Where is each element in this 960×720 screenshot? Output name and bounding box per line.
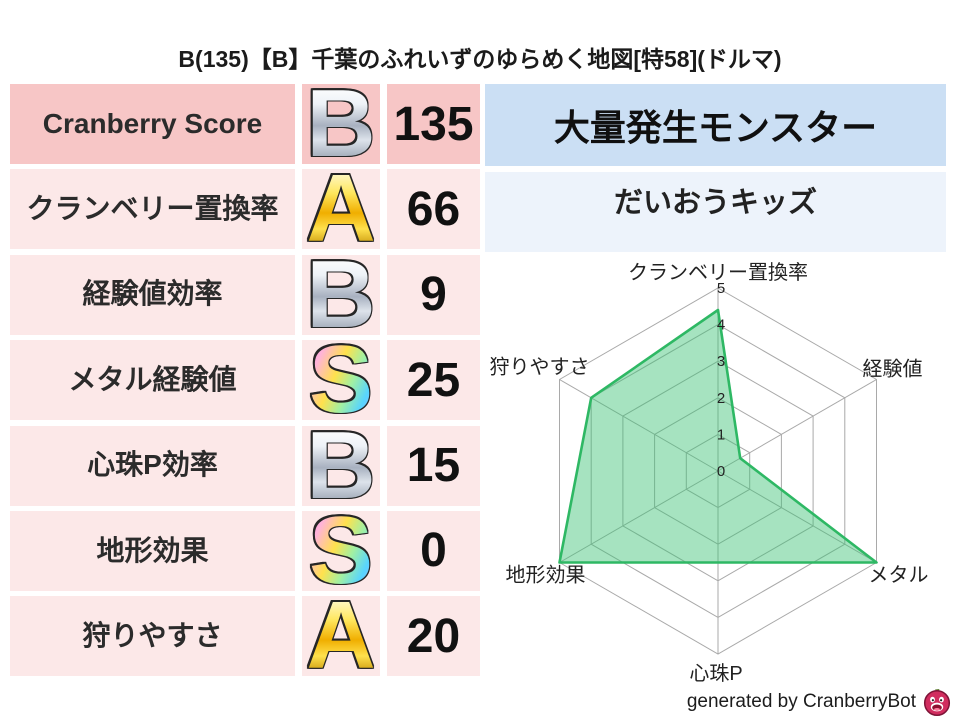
metric-value: 15 (387, 425, 480, 506)
radar-axis-label: 地形効果 (506, 564, 586, 587)
radar-axis-label: メタル (869, 564, 929, 587)
radar-axis-label: 経験値 (863, 358, 923, 381)
rank-badge: S (308, 496, 374, 604)
metric-value: 0 (387, 510, 480, 591)
rank-badge-cell: A (302, 582, 380, 690)
rank-badge-cell: B (302, 411, 380, 519)
table-row: 狩りやすさ A 20 (10, 582, 480, 690)
metric-value: 66 (387, 169, 480, 250)
metric-label: 地形効果 (10, 510, 295, 591)
radar-tick-label: 0 (717, 463, 725, 480)
monster-panel: 大量発生モンスター だいおうキッズ (485, 84, 946, 252)
cranberry-slime-icon (923, 689, 951, 717)
metric-label: クランベリー置換率 (10, 169, 295, 250)
rank-badge-cell: B (302, 70, 380, 177)
metric-value: 9 (387, 254, 480, 335)
radar-axis-label: クランベリー置換率 (628, 261, 808, 284)
radar-tick-label: 1 (717, 426, 725, 443)
table-row: メタル経験値 S 25 (10, 326, 480, 434)
monster-panel-header: 大量発生モンスター (485, 84, 946, 166)
radar-grid-spoke (717, 470, 877, 563)
rank-badge: B (306, 70, 376, 177)
table-row: クランベリー置換率 A 66 (10, 155, 480, 263)
radar-tick-label: 4 (717, 317, 725, 334)
rank-badge-cell: S (302, 496, 380, 604)
rank-badge-cell: S (302, 326, 380, 434)
metric-label: メタル経験値 (10, 340, 295, 421)
radar-tick-label: 3 (717, 353, 725, 370)
rank-badge-cell: A (302, 155, 380, 263)
radar-tick-label: 5 (717, 280, 725, 297)
metric-value: 135 (387, 84, 480, 164)
table-row: 心珠P効率 B 15 (10, 411, 480, 519)
rank-badge: S (308, 326, 374, 434)
footer-credit: generated by CranberryBot (687, 687, 952, 717)
metric-value: 25 (387, 340, 480, 421)
table-row: 経験値効率 B 9 (10, 240, 480, 348)
radar-axis-label: 狩りやすさ (490, 356, 590, 379)
metric-label: 心珠P効率 (10, 425, 295, 506)
table-row: 地形効果 S 0 (10, 496, 480, 604)
metric-label: 経験値効率 (10, 254, 295, 335)
page-title: B(135)【B】千葉のふれいずのゆらめく地図[特58](ドルマ) (178, 46, 782, 72)
radar-tick-label: 2 (717, 390, 725, 407)
credit-text: generated by CranberryBot (686, 691, 916, 712)
score-table: Cranberry Score B 135 クランベリー置換率 A 66 経験値… (10, 70, 480, 690)
radar-axis-label: 心珠P (689, 662, 742, 685)
radar-grid-spoke (717, 379, 877, 472)
metric-value: 20 (387, 596, 480, 677)
rank-badge-cell: B (302, 240, 380, 348)
rank-badge: A (306, 582, 376, 690)
radar-grid-spoke (559, 470, 719, 563)
rank-badge: A (306, 155, 376, 263)
monster-name: だいおうキッズ (485, 172, 946, 252)
metric-label: 狩りやすさ (10, 596, 295, 677)
metric-label: Cranberry Score (10, 84, 295, 164)
rank-badge: B (306, 411, 376, 519)
radar-grid-spoke (559, 379, 719, 472)
rank-badge: B (306, 240, 376, 348)
radar-data-polygon (558, 308, 878, 564)
table-row: Cranberry Score B 135 (10, 70, 480, 177)
